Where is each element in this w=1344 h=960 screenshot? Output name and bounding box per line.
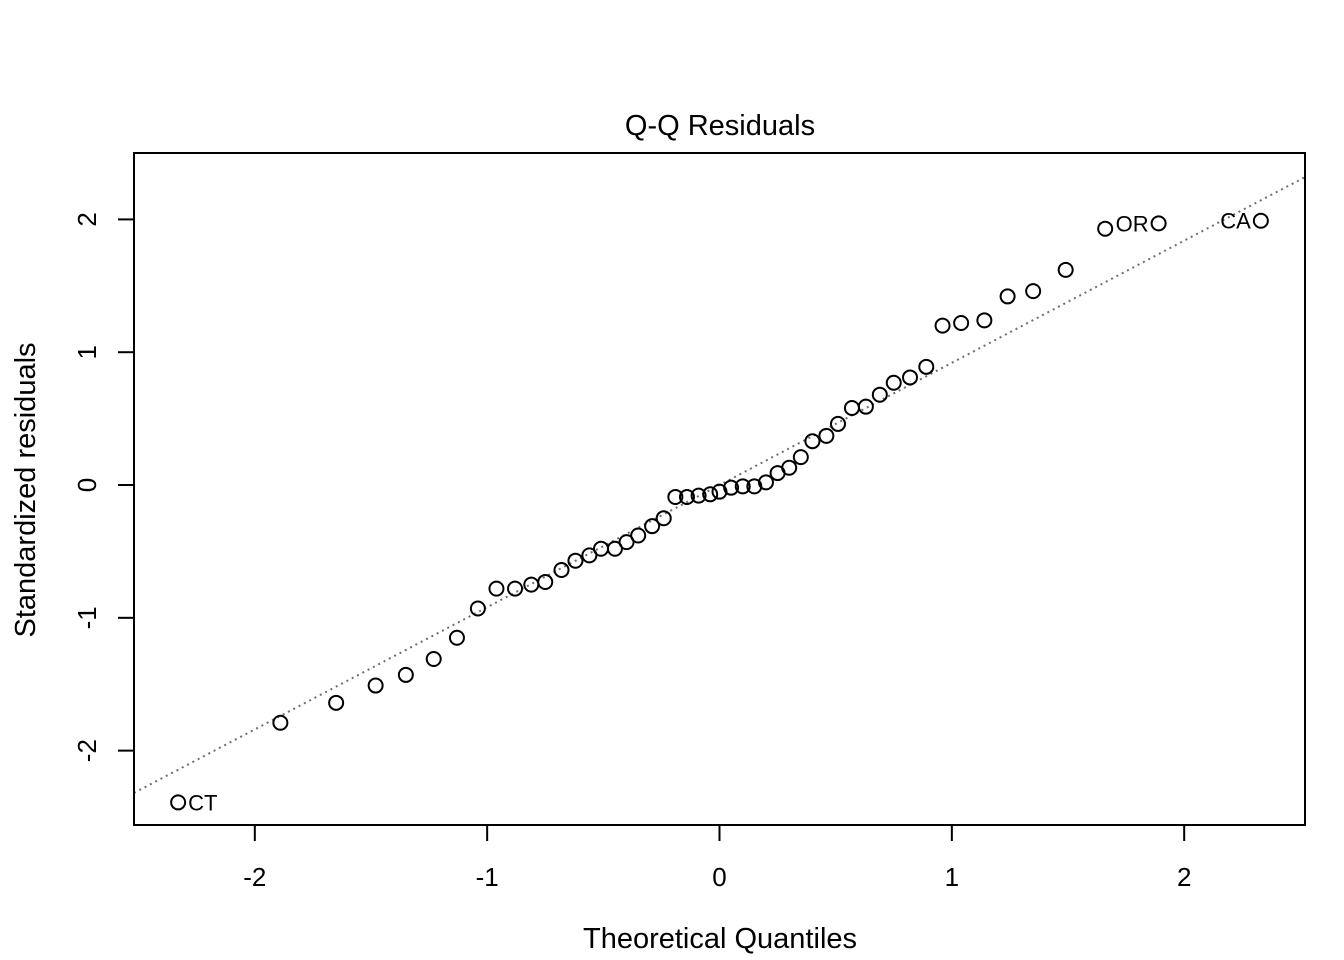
y-axis: -2 -1 0 1 2 — [72, 212, 135, 762]
data-point — [448, 629, 465, 646]
y-tick-label: -2 — [72, 739, 102, 762]
data-point — [523, 576, 540, 593]
data-point — [537, 573, 554, 590]
data-point — [1150, 215, 1167, 232]
data-point — [843, 399, 860, 416]
data-point — [885, 374, 902, 391]
data-point — [488, 580, 505, 597]
data-point — [734, 478, 751, 495]
data-point — [1025, 283, 1042, 300]
data-point — [871, 386, 888, 403]
x-tick-label: 2 — [1177, 862, 1191, 892]
data-point — [655, 510, 672, 527]
data-point — [804, 433, 821, 450]
data-point — [976, 312, 993, 329]
point-label: CT — [188, 790, 217, 815]
data-point — [618, 534, 635, 551]
data-point — [792, 449, 809, 466]
x-axis-label: Theoretical Quantiles — [583, 923, 857, 955]
data-point — [999, 288, 1016, 305]
data-point — [723, 479, 740, 496]
data-point — [934, 317, 951, 334]
point-label: OR — [1116, 211, 1149, 236]
point-labels: CT OR CA — [188, 209, 1251, 816]
x-axis: -2 -1 0 1 2 — [243, 824, 1191, 892]
data-point — [757, 474, 774, 491]
x-tick-label: 0 — [712, 862, 726, 892]
data-point — [567, 552, 584, 569]
data-point — [469, 600, 486, 617]
plot-frame — [133, 152, 1306, 826]
data-point — [690, 487, 707, 504]
data-point — [553, 562, 570, 579]
x-tick-label: -2 — [243, 862, 266, 892]
data-point — [1057, 261, 1074, 278]
data-point — [644, 518, 661, 535]
data-point — [829, 415, 846, 432]
y-tick-label: 0 — [72, 478, 102, 492]
data-point — [507, 580, 524, 597]
data-point — [170, 794, 187, 811]
data-point — [581, 547, 598, 564]
data-point — [425, 650, 442, 667]
chart-title: Q-Q Residuals — [625, 110, 815, 142]
data-points — [170, 212, 1269, 811]
data-point — [397, 666, 414, 683]
data-point — [902, 369, 919, 386]
data-point — [630, 527, 647, 544]
data-point — [1252, 212, 1269, 229]
data-point — [328, 694, 345, 711]
y-tick-label: 2 — [72, 212, 102, 226]
data-point — [667, 488, 684, 505]
data-point — [606, 540, 623, 557]
data-point — [702, 486, 719, 503]
point-label: CA — [1220, 209, 1251, 234]
data-point — [918, 358, 935, 375]
data-point — [953, 314, 970, 331]
data-point — [818, 427, 835, 444]
data-point — [1097, 220, 1114, 237]
data-point — [678, 488, 695, 505]
y-tick-label: -1 — [72, 606, 102, 629]
y-axis-label: Standardized residuals — [10, 342, 42, 637]
data-point — [593, 540, 610, 557]
data-point — [272, 714, 289, 731]
data-point — [367, 677, 384, 694]
data-point — [857, 398, 874, 415]
x-tick-label: -1 — [476, 862, 499, 892]
y-tick-label: 1 — [72, 345, 102, 359]
data-point — [781, 459, 798, 476]
x-tick-label: 1 — [945, 862, 959, 892]
